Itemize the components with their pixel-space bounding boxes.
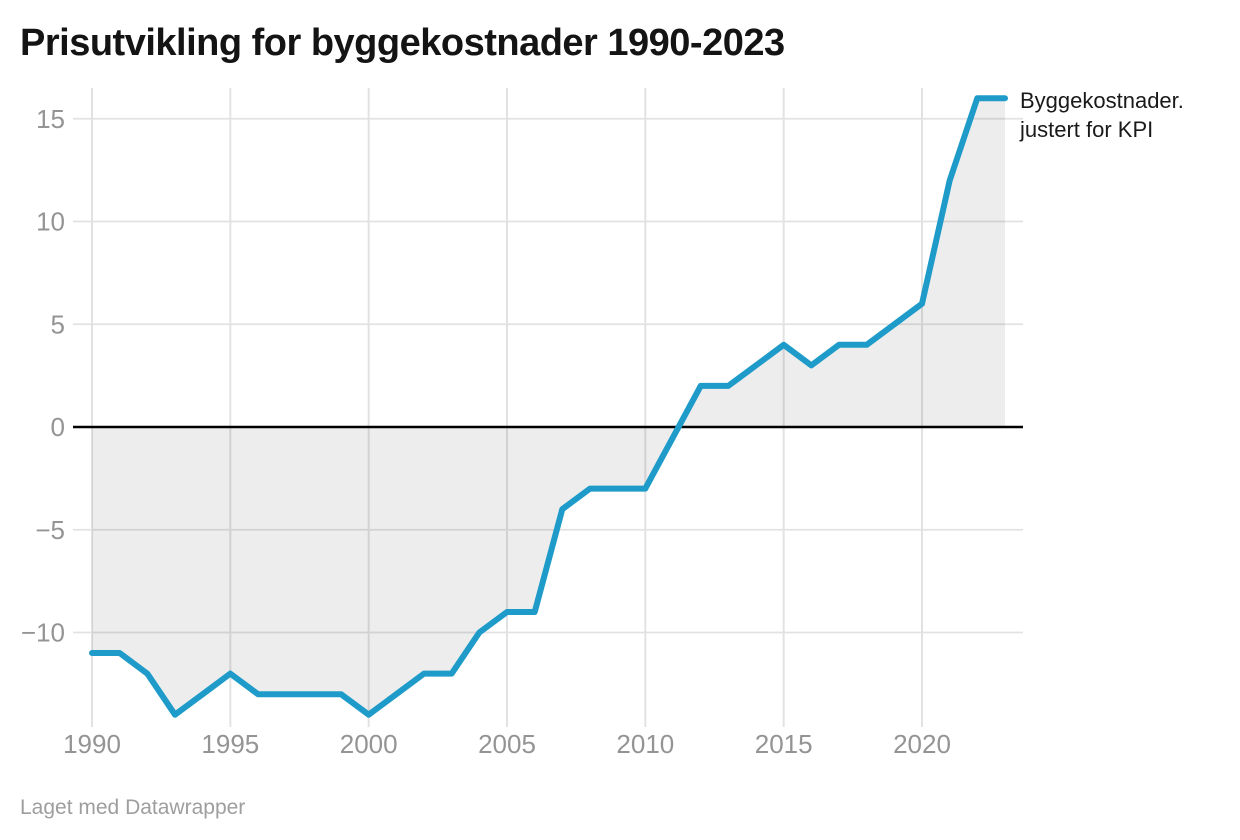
x-axis-tick-label: 2005 — [478, 729, 536, 759]
y-axis-tick-label: 10 — [36, 207, 65, 237]
x-axis-tick-label: 1995 — [201, 729, 259, 759]
x-axis-tick-label: 2020 — [893, 729, 951, 759]
area-fill — [92, 98, 1005, 715]
y-axis-tick-label: 0 — [51, 412, 65, 442]
y-axis-tick-label: 5 — [51, 309, 65, 339]
x-axis-tick-label: 2015 — [755, 729, 813, 759]
y-axis-tick-label: −10 — [21, 618, 65, 648]
series-label-line2: justert for KPI — [1020, 117, 1154, 142]
x-axis-tick-label: 2010 — [616, 729, 674, 759]
data-line — [89, 95, 1008, 718]
chart-title: Prisutvikling for byggekostnader 1990-20… — [20, 22, 785, 64]
chart-plot-area: 15 10 5 0 −5 −10 1990 1995 2000 2005 2010 2015 2020 — [21, 88, 1023, 759]
x-axis-tick-label: 2000 — [340, 729, 398, 759]
series-label-line1: Byggekostnader. — [1020, 88, 1184, 113]
y-axis-tick-label: 15 — [36, 104, 65, 134]
x-axis-tick-label: 1990 — [63, 729, 121, 759]
attribution-text: Laget med Datawrapper — [20, 796, 246, 819]
y-axis-tick-label: −5 — [35, 515, 65, 545]
series-label: Byggekostnader. justert for KPI — [1020, 86, 1184, 144]
